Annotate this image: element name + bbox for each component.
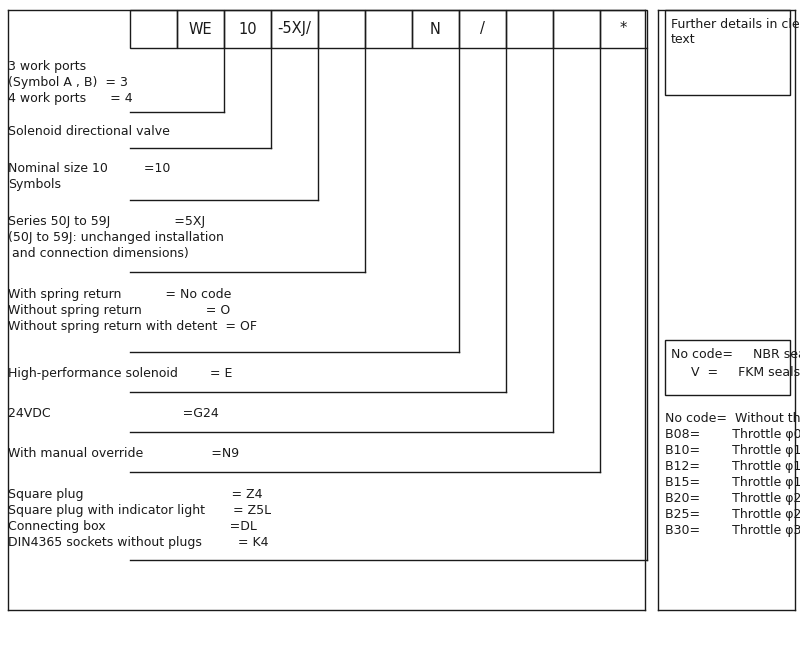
Text: and connection dimensions): and connection dimensions)	[8, 247, 189, 260]
Bar	[318, 10, 365, 48]
Text: With manual override                 =N9: With manual override =N9	[8, 447, 239, 460]
Text: (Symbol A , B)  = 3: (Symbol A , B) = 3	[8, 76, 128, 89]
Text: -5XJ/: -5XJ/	[278, 21, 311, 37]
Bar	[224, 10, 271, 48]
Text: Symbols: Symbols	[8, 178, 61, 191]
Text: B20=        Throttle φ2.0 mm: B20= Throttle φ2.0 mm	[665, 492, 800, 505]
Text: DIN4365 sockets without plugs         = K4: DIN4365 sockets without plugs = K4	[8, 536, 269, 549]
Text: /: /	[480, 21, 485, 37]
Text: B10=        Throttle φ1.0 mm: B10= Throttle φ1.0 mm	[665, 444, 800, 457]
Text: 10: 10	[238, 21, 257, 37]
Bar	[459, 10, 506, 48]
Text: No code=  Without throttle insert: No code= Without throttle insert	[665, 412, 800, 425]
Text: Without spring return with detent  = OF: Without spring return with detent = OF	[8, 320, 257, 333]
Text: B12=        Throttle φ1.2 mm: B12= Throttle φ1.2 mm	[665, 460, 800, 473]
Text: 24VDC                                 =G24: 24VDC =G24	[8, 407, 218, 420]
Text: Solenoid directional valve: Solenoid directional valve	[8, 125, 170, 138]
Text: B30=        Throttle φ3.0 mm: B30= Throttle φ3.0 mm	[665, 524, 800, 537]
Text: Connecting box                               =DL: Connecting box =DL	[8, 520, 257, 533]
Text: V  =     FKM seals: V = FKM seals	[671, 366, 800, 379]
Text: High-performance solenoid        = E: High-performance solenoid = E	[8, 367, 232, 380]
Text: 3 work ports: 3 work ports	[8, 60, 86, 73]
Text: (50J to 59J: unchanged installation: (50J to 59J: unchanged installation	[8, 231, 224, 244]
Text: B08=        Throttle φ0.8 mm: B08= Throttle φ0.8 mm	[665, 428, 800, 441]
Text: With spring return           = No code: With spring return = No code	[8, 288, 231, 301]
Text: Square plug with indicator light       = Z5L: Square plug with indicator light = Z5L	[8, 504, 271, 517]
Bar	[130, 10, 177, 48]
Text: Square plug                                     = Z4: Square plug = Z4	[8, 488, 262, 501]
Bar	[177, 10, 224, 48]
Text: B25=        Throttle φ2.5 mm: B25= Throttle φ2.5 mm	[665, 508, 800, 521]
Text: N: N	[430, 21, 441, 37]
Bar	[665, 340, 790, 395]
Bar	[506, 10, 553, 48]
Text: 4 work ports      = 4: 4 work ports = 4	[8, 92, 133, 105]
Bar	[271, 10, 318, 48]
Text: WE: WE	[189, 21, 212, 37]
Bar	[600, 10, 647, 48]
Text: *: *	[620, 21, 627, 37]
Bar	[665, 10, 790, 95]
Text: Further details in clear
text: Further details in clear text	[671, 18, 800, 46]
Text: Without spring return                = O: Without spring return = O	[8, 304, 230, 317]
Text: B15=        Throttle φ1.5 mm: B15= Throttle φ1.5 mm	[665, 476, 800, 489]
Text: No code=     NBR seals: No code= NBR seals	[671, 348, 800, 361]
Bar	[412, 10, 459, 48]
Bar	[365, 10, 412, 48]
Text: Series 50J to 59J                =5XJ: Series 50J to 59J =5XJ	[8, 215, 205, 228]
Bar	[553, 10, 600, 48]
Text: Nominal size 10         =10: Nominal size 10 =10	[8, 162, 170, 175]
